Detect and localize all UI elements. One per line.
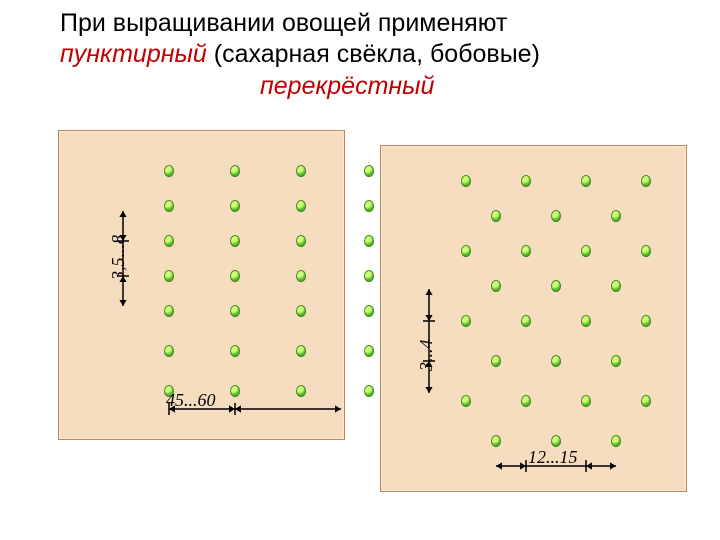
seed-dot xyxy=(230,305,240,317)
dim-label-horizontal-left: 45...60 xyxy=(166,390,216,411)
seed-dot xyxy=(364,235,374,247)
seed-dot xyxy=(611,435,621,447)
diagram-panel-perekrestny xyxy=(380,145,687,492)
seed-dot xyxy=(164,200,174,212)
title-block: При выращивании овощей применяют пунктир… xyxy=(60,8,680,102)
seed-dot xyxy=(364,385,374,397)
seed-dot xyxy=(164,165,174,177)
seed-dot xyxy=(581,245,591,257)
seed-dot xyxy=(461,175,471,187)
seed-dot xyxy=(364,345,374,357)
seed-dot xyxy=(641,245,651,257)
seed-dot xyxy=(364,200,374,212)
seed-dot xyxy=(641,395,651,407)
seed-dot xyxy=(230,385,240,397)
seed-dot xyxy=(296,305,306,317)
seed-dot xyxy=(164,235,174,247)
seed-dot xyxy=(521,395,531,407)
seed-dot xyxy=(461,245,471,257)
seed-dot xyxy=(641,315,651,327)
seed-dot xyxy=(164,345,174,357)
seed-dot xyxy=(364,165,374,177)
seed-dot xyxy=(551,280,561,292)
title-line2: (сахарная свёкла, бобовые) xyxy=(207,40,540,68)
seed-dot xyxy=(521,175,531,187)
seed-dot xyxy=(296,385,306,397)
seed-dot xyxy=(230,235,240,247)
seed-dot xyxy=(641,175,651,187)
title-line1: При выращивании овощей применяют xyxy=(60,9,507,37)
seed-dot xyxy=(230,270,240,282)
seed-dot xyxy=(551,435,561,447)
dim-label-horizontal-right: 12...15 xyxy=(528,447,578,468)
seed-dot xyxy=(581,395,591,407)
seed-dot xyxy=(364,305,374,317)
dim-label-vertical-left: 3,5...8 xyxy=(108,235,129,280)
seed-dot xyxy=(230,200,240,212)
seed-dot xyxy=(611,210,621,222)
seed-dot xyxy=(461,395,471,407)
seed-dot xyxy=(296,270,306,282)
dim-label-vertical-right: 3...4 xyxy=(416,340,437,372)
seed-dot xyxy=(230,165,240,177)
seed-dot xyxy=(491,210,501,222)
seed-dot xyxy=(230,345,240,357)
seed-dot xyxy=(581,315,591,327)
seed-dot xyxy=(551,355,561,367)
seed-dot xyxy=(581,175,591,187)
seed-dot xyxy=(491,355,501,367)
seed-dot xyxy=(521,245,531,257)
seed-dot xyxy=(296,235,306,247)
seed-dot xyxy=(491,435,501,447)
seed-dot xyxy=(521,315,531,327)
seed-dot xyxy=(461,315,471,327)
seed-dot xyxy=(164,270,174,282)
seed-dot xyxy=(611,355,621,367)
seed-dot xyxy=(296,200,306,212)
title-em2: перекрёстный xyxy=(260,71,680,102)
seed-dot xyxy=(164,305,174,317)
title-em1: пунктирный xyxy=(60,40,207,68)
seed-dot xyxy=(296,165,306,177)
seed-dot xyxy=(491,280,501,292)
seed-dot xyxy=(611,280,621,292)
seed-dot xyxy=(551,210,561,222)
seed-dot xyxy=(364,270,374,282)
seed-dot xyxy=(296,345,306,357)
